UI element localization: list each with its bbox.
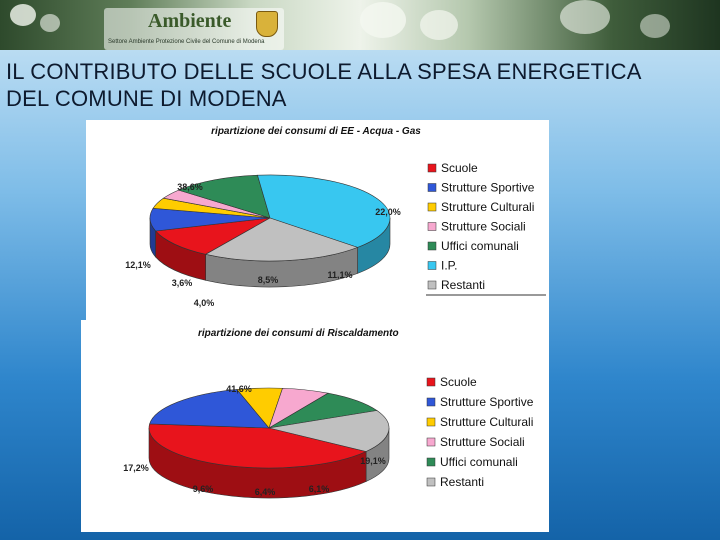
- flower-photo: [560, 0, 610, 34]
- pie-slice: [149, 389, 270, 429]
- data-label: 12,1%: [125, 260, 151, 270]
- pie-slice: [148, 423, 367, 469]
- pie-slice: [204, 217, 359, 262]
- pie-chart-ee: ripartizione dei consumi di EE - Acqua -…: [125, 126, 546, 308]
- pie-chart-heating: ripartizione dei consumi di Riscaldament…: [123, 328, 534, 499]
- data-label: 38,6%: [177, 182, 203, 192]
- legend-swatch: [426, 417, 436, 427]
- slide-title-line1: IL CONTRIBUTO DELLE SCUOLE ALLA SPESA EN…: [6, 59, 642, 84]
- legend-swatch: [426, 437, 436, 447]
- brand-subtitle: Settore Ambiente Protezione Civile del C…: [108, 39, 265, 45]
- legend-label: I.P.: [441, 259, 457, 273]
- legend-swatch: [427, 202, 437, 212]
- pie-slice: [268, 410, 390, 452]
- data-label: 4,0%: [194, 298, 215, 308]
- brand-logo: Ambiente Settore Ambiente Protezione Civ…: [104, 8, 284, 50]
- data-label: 11,1%: [327, 270, 352, 280]
- legend-label: Scuole: [440, 375, 477, 389]
- data-label: 22,0%: [375, 207, 401, 217]
- legend-label: Uffici comunali: [441, 239, 519, 253]
- chart-title: ripartizione dei consumi di EE - Acqua -…: [211, 126, 421, 137]
- brand-title: Ambiente: [148, 10, 232, 32]
- legend-swatch: [426, 477, 436, 487]
- legend-swatch: [427, 280, 437, 290]
- chart-panel-heating: ripartizione dei consumi di Riscaldament…: [81, 320, 549, 532]
- flower-photo: [360, 2, 406, 38]
- flower-photo: [10, 4, 36, 26]
- header-banner: Ambiente Settore Ambiente Protezione Civ…: [0, 0, 720, 50]
- pie-slice: [177, 174, 271, 219]
- legend-label: Strutture Sportive: [441, 181, 535, 195]
- data-label: 19,1%: [360, 456, 386, 466]
- legend-label: Strutture Culturali: [440, 415, 533, 429]
- flower-photo: [420, 10, 458, 40]
- chart-panel-ee: ripartizione dei consumi di EE - Acqua -…: [86, 120, 549, 320]
- flower-photo: [640, 14, 670, 38]
- coat-of-arms-icon: [256, 11, 278, 37]
- legend-swatch: [427, 163, 437, 173]
- legend-label: Scuole: [441, 161, 478, 175]
- data-label: 6,1%: [309, 484, 330, 494]
- legend-swatch: [427, 183, 437, 192]
- legend-label: Uffici comunali: [440, 455, 518, 469]
- legend-label: Restanti: [440, 475, 484, 489]
- legend-swatch: [427, 241, 437, 251]
- legend-label: Strutture Sportive: [440, 395, 534, 409]
- slide-title-line2: DEL COMUNE DI MODENA: [6, 86, 287, 111]
- legend-swatch: [426, 457, 436, 467]
- data-label: 17,2%: [123, 463, 149, 473]
- legend-label: Restanti: [441, 278, 485, 292]
- legend-swatch: [426, 397, 436, 407]
- data-label: 8,5%: [258, 275, 279, 285]
- flower-photo: [40, 14, 60, 32]
- data-label: 3,6%: [172, 278, 193, 288]
- pie-slice: [155, 217, 271, 255]
- slide-title: IL CONTRIBUTO DELLE SCUOLE ALLA SPESA EN…: [6, 58, 706, 112]
- legend-label: Strutture Culturali: [441, 200, 534, 214]
- pie-slice: [257, 174, 391, 248]
- data-label: 9,6%: [193, 484, 214, 494]
- legend-label: Strutture Sociali: [440, 435, 525, 449]
- chart-title: ripartizione dei consumi di Riscaldament…: [198, 328, 399, 339]
- legend-swatch: [427, 222, 437, 231]
- legend-swatch: [427, 261, 437, 270]
- data-label: 6,4%: [255, 487, 276, 497]
- legend-swatch: [426, 377, 436, 387]
- data-label: 41,6%: [226, 384, 252, 394]
- legend-label: Strutture Sociali: [441, 220, 526, 234]
